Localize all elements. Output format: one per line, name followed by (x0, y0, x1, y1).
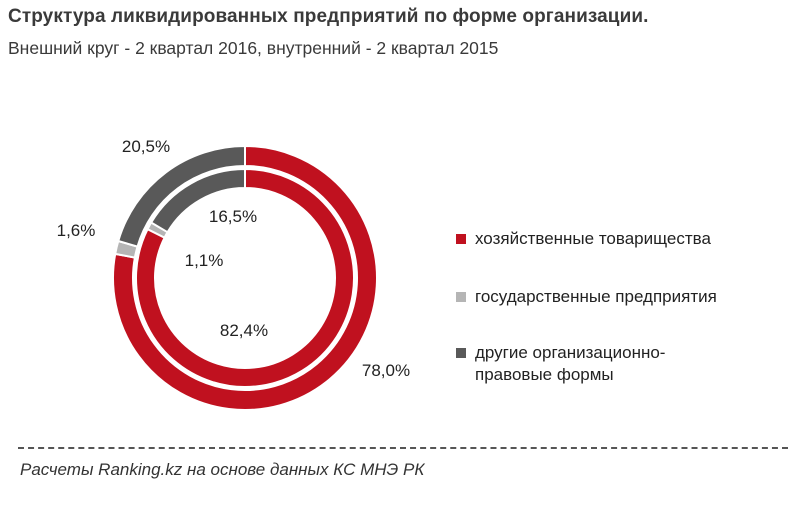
chart-title: Структура ликвидированных предприятий по… (8, 6, 649, 27)
donut-chart: 78,0% 1,6% 20,5% 82,4% 1,1% 16,5% (57, 137, 410, 411)
inner-ring-label-other-forms: 16,5% (209, 207, 257, 226)
legend-swatch-red (456, 234, 466, 244)
legend-swatch-dark-gray (456, 348, 466, 358)
legend-label-line2: правовые формы (475, 365, 614, 384)
outer-ring-slice-other-forms (117, 144, 246, 248)
chart-subtitle: Внешний круг - 2 квартал 2016, внутренни… (8, 38, 499, 58)
inner-ring-label-business-partnerships: 82,4% (220, 321, 268, 340)
outer-ring-label-business-partnerships: 78,0% (362, 361, 410, 380)
legend-item-state-enterprises: государственные предприятия (453, 286, 793, 308)
dashed-divider (18, 447, 788, 449)
legend-item-business-partnerships: хозяйственные товарищества (453, 228, 793, 250)
inner-ring-slice-other-forms (149, 167, 246, 234)
inner-ring-slice-business-partnerships (135, 167, 355, 388)
outer-ring-slice-business-partnerships (112, 144, 378, 411)
legend-swatch-light-gray (456, 292, 466, 302)
legend-label-line1: другие организационно- (475, 343, 666, 362)
outer-ring-label-state-enterprises: 1,6% (57, 221, 96, 240)
legend-item-other-forms: другие организационно- правовые формы (453, 342, 793, 386)
outer-ring-label-other-forms: 20,5% (122, 137, 170, 156)
inner-ring-label-state-enterprises: 1,1% (185, 251, 224, 270)
legend-label: государственные предприятия (475, 287, 717, 306)
legend-label: хозяйственные товарищества (475, 229, 711, 248)
source-note: Расчеты Ranking.kz на основе данных КС М… (20, 460, 425, 479)
chart-legend: хозяйственные товарищества государственн… (453, 228, 793, 386)
